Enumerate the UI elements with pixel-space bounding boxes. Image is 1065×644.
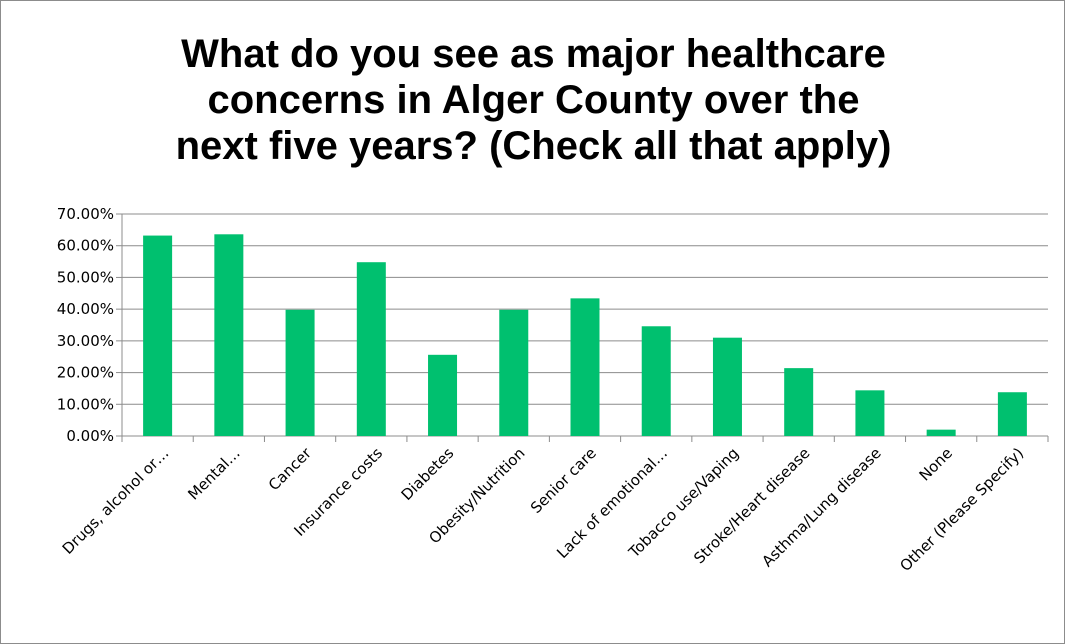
bar (428, 354, 458, 436)
chart-title-line-2: concerns in Alger County over the (207, 78, 860, 122)
x-category-label: Cancer (265, 444, 316, 495)
bar (570, 298, 600, 436)
x-category-label: Asthma/Lung disease (758, 444, 884, 570)
bar (997, 392, 1027, 436)
bar (356, 262, 386, 436)
bar (214, 234, 244, 436)
bar (855, 390, 885, 436)
y-tick-label: 10.00% (57, 395, 114, 413)
x-category-label: Senior care (527, 444, 600, 517)
chart-title-line-3: next five years? (Check all that apply) (175, 124, 892, 168)
x-category-label: None (916, 444, 956, 484)
y-tick-label: 0.00% (66, 427, 114, 445)
y-tick-label: 60.00% (57, 237, 114, 255)
chart-title: What do you see as major healthcare conc… (61, 31, 1006, 169)
x-category-label: Diabetes (398, 444, 458, 504)
bar (926, 429, 956, 436)
y-tick-label: 30.00% (57, 332, 114, 350)
y-tick-label: 70.00% (57, 205, 114, 223)
bar (143, 235, 173, 436)
chart-title-line-1: What do you see as major healthcare (181, 32, 886, 76)
y-tick-label: 40.00% (57, 300, 114, 318)
y-tick-label: 20.00% (57, 364, 114, 382)
x-category-label: Mental… (184, 444, 243, 503)
x-category-label: Stroke/Heart disease (690, 444, 813, 567)
bar (784, 368, 814, 436)
bar (712, 337, 742, 436)
bar (641, 326, 671, 436)
x-category-label: Other (Please Specify) (896, 444, 1027, 575)
bar (499, 309, 529, 436)
bar (285, 309, 315, 436)
y-tick-label: 50.00% (57, 268, 114, 286)
x-category-label: Drugs, alcohol or… (59, 444, 173, 558)
